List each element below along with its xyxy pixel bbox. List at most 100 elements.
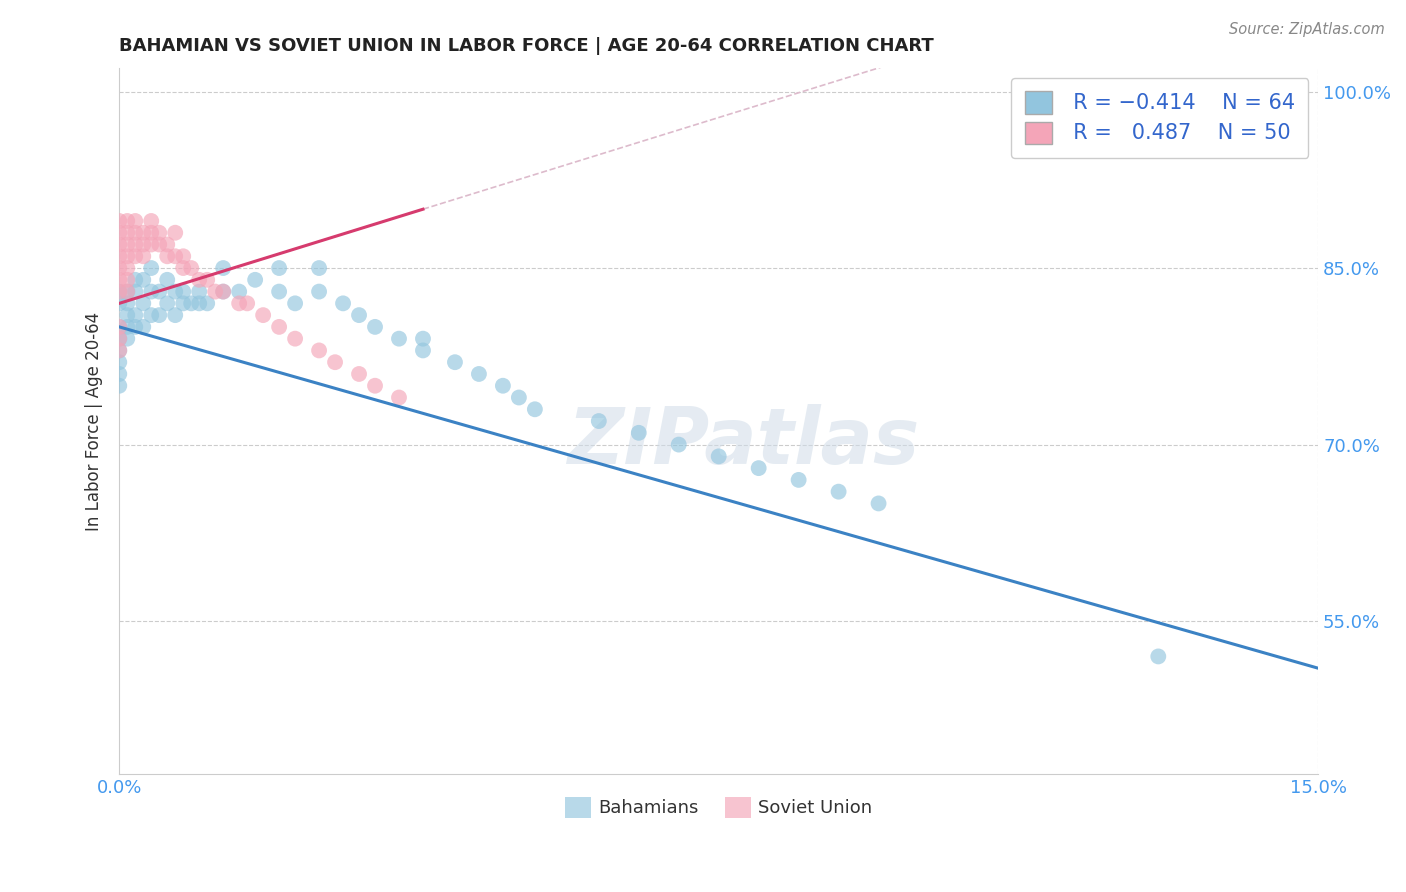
Legend: Bahamians, Soviet Union: Bahamians, Soviet Union: [558, 789, 879, 825]
Point: [195, 273, 218, 287]
Point: [124, 237, 146, 252]
Point: [132, 237, 155, 252]
Point: [156, 249, 179, 263]
Point: [284, 296, 307, 310]
Point: [332, 296, 354, 310]
Point: [141, 226, 163, 240]
Point: [117, 332, 139, 346]
Point: [141, 308, 163, 322]
Point: [412, 332, 434, 346]
Point: [165, 249, 187, 263]
Point: [108, 367, 131, 381]
Point: [156, 237, 179, 252]
Point: [148, 285, 170, 299]
Text: ZIPatlas: ZIPatlas: [567, 404, 918, 480]
Point: [108, 237, 131, 252]
Point: [124, 273, 146, 287]
Point: [117, 226, 139, 240]
Point: [141, 214, 163, 228]
Point: [787, 473, 810, 487]
Point: [492, 378, 515, 392]
Point: [124, 308, 146, 322]
Point: [108, 249, 131, 263]
Point: [132, 226, 155, 240]
Point: [364, 378, 387, 392]
Point: [827, 484, 849, 499]
Point: [124, 249, 146, 263]
Point: [108, 285, 131, 299]
Point: [212, 285, 235, 299]
Point: [108, 332, 131, 346]
Point: [108, 319, 131, 334]
Point: [108, 319, 131, 334]
Point: [308, 260, 330, 275]
Point: [108, 296, 131, 310]
Text: Source: ZipAtlas.com: Source: ZipAtlas.com: [1229, 22, 1385, 37]
Point: [204, 285, 226, 299]
Point: [668, 437, 690, 451]
Point: [444, 355, 467, 369]
Point: [165, 226, 187, 240]
Point: [108, 343, 131, 358]
Point: [117, 260, 139, 275]
Point: [124, 285, 146, 299]
Point: [117, 285, 139, 299]
Point: [412, 343, 434, 358]
Point: [252, 308, 274, 322]
Point: [347, 367, 370, 381]
Point: [212, 260, 235, 275]
Point: [228, 285, 250, 299]
Point: [588, 414, 610, 428]
Point: [172, 296, 194, 310]
Point: [707, 450, 730, 464]
Point: [269, 285, 291, 299]
Point: [141, 260, 163, 275]
Point: [148, 226, 170, 240]
Point: [141, 285, 163, 299]
Point: [108, 285, 131, 299]
Point: [108, 226, 131, 240]
Point: [212, 285, 235, 299]
Point: [108, 343, 131, 358]
Point: [388, 391, 411, 405]
Point: [124, 319, 146, 334]
Point: [1147, 649, 1170, 664]
Point: [172, 249, 194, 263]
Point: [388, 332, 411, 346]
Point: [132, 249, 155, 263]
Point: [508, 391, 530, 405]
Point: [523, 402, 546, 417]
Point: [108, 214, 131, 228]
Point: [308, 343, 330, 358]
Point: [148, 237, 170, 252]
Point: [117, 296, 139, 310]
Point: [117, 285, 139, 299]
Point: [108, 260, 131, 275]
Point: [132, 273, 155, 287]
Point: [868, 496, 890, 510]
Point: [108, 332, 131, 346]
Point: [468, 367, 491, 381]
Point: [156, 296, 179, 310]
Point: [117, 308, 139, 322]
Point: [180, 296, 202, 310]
Point: [108, 273, 131, 287]
Point: [108, 355, 131, 369]
Point: [627, 425, 650, 440]
Point: [364, 319, 387, 334]
Point: [117, 249, 139, 263]
Point: [188, 285, 211, 299]
Point: [156, 273, 179, 287]
Point: [141, 237, 163, 252]
Point: [132, 319, 155, 334]
Point: [236, 296, 259, 310]
Point: [269, 260, 291, 275]
Point: [117, 214, 139, 228]
Point: [188, 296, 211, 310]
Point: [172, 260, 194, 275]
Point: [117, 319, 139, 334]
Point: [284, 332, 307, 346]
Point: [243, 273, 266, 287]
Point: [132, 296, 155, 310]
Point: [124, 226, 146, 240]
